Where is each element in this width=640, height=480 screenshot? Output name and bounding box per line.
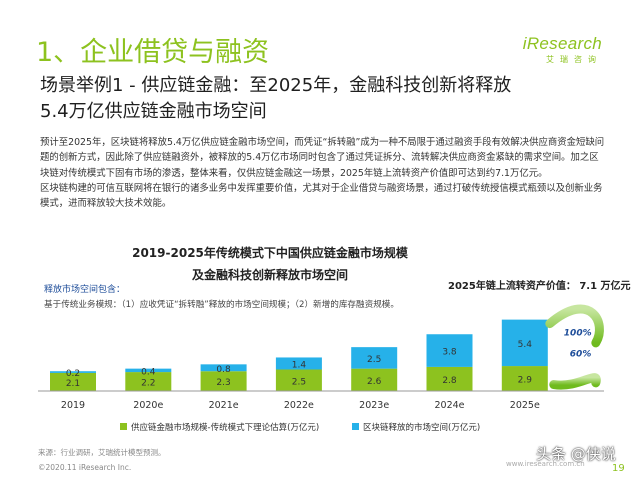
bar-blockchain bbox=[50, 371, 96, 373]
x-tick-label: 2025e bbox=[510, 400, 540, 411]
footer-source: 来源：行业调研，艾瑞统计模型预测。 bbox=[38, 448, 166, 457]
bar-data-label: 2.1 bbox=[66, 379, 80, 389]
growth-arrow-upper bbox=[545, 304, 604, 348]
x-tick-label: 2020e bbox=[133, 400, 163, 411]
bar-data-label: 2.9 bbox=[518, 376, 533, 386]
bar-data-label: 1.4 bbox=[292, 360, 307, 370]
bar-data-label: 2.2 bbox=[141, 379, 155, 389]
bar-data-label: 2.3 bbox=[216, 378, 230, 388]
body-text: 预计至2025年，区块链将释放5.4万亿供应链金融市场空间，而凭证“拆转融”成为… bbox=[40, 137, 605, 210]
logo-subtitle: 艾瑞咨询 bbox=[546, 55, 602, 64]
headline: 场景举例1 - 供应链金融：至2025年，金融科技创新将释放 5.4万亿供应链金… bbox=[40, 73, 610, 125]
bar-data-label: 0.8 bbox=[216, 365, 231, 375]
page-number: 19 bbox=[612, 463, 625, 474]
x-tick-label: 2023e bbox=[359, 400, 389, 411]
annotation-layer: 100% 60% bbox=[545, 304, 604, 390]
bar-traditional bbox=[200, 371, 247, 391]
bar-data-label: 0.2 bbox=[66, 369, 80, 379]
x-tick-label: 2024e bbox=[434, 400, 464, 411]
legend-swatch bbox=[120, 423, 127, 430]
section-title: 1、企业借贷与融资 bbox=[36, 37, 270, 68]
annotation-100pct: 100% bbox=[564, 329, 592, 339]
bars-layer bbox=[50, 319, 548, 391]
bar-blockchain bbox=[501, 319, 548, 367]
bar-data-label: 2.5 bbox=[367, 355, 381, 365]
headline-line-1: 场景举例1 - 供应链金融：至2025年，金融科技创新将释放 bbox=[40, 75, 512, 96]
bar-data-label: 2.8 bbox=[442, 376, 457, 386]
bar-blockchain bbox=[125, 368, 172, 373]
bar-blockchain bbox=[351, 347, 398, 369]
growth-arrow-lower bbox=[549, 373, 601, 390]
onchain-asset-value: 2025年链上流转资产价值： 7.1 万亿元 bbox=[448, 281, 631, 292]
bar-data-label: 0.4 bbox=[141, 367, 156, 377]
watermark: 头条 @侠说 bbox=[536, 445, 616, 463]
annotation-60pct: 60% bbox=[570, 350, 592, 360]
bar-data-label: 2.6 bbox=[367, 377, 382, 387]
bar-data-label: 5.4 bbox=[518, 340, 533, 350]
bar-traditional bbox=[50, 372, 96, 391]
footer-copyright: ©2020.11 iResearch Inc. bbox=[38, 463, 132, 472]
bar-blockchain bbox=[426, 334, 473, 367]
labels-layer: 2.1 2.2 2.3 2.5 2.6 2.8 2.9 0.2 0.4 0.8 1.4 2.5 3.8 5… bbox=[66, 340, 532, 389]
iresearch-logo: iResearch 艾瑞咨询 bbox=[523, 34, 602, 65]
legend-layer: 供应链金融市场规模-传统模式下理论估算(万亿元) 区块链释放的市场空间(万亿元) bbox=[120, 422, 480, 433]
footer-url: www.iresearch.com.cn bbox=[506, 460, 585, 468]
chart-desc-body: 基于传统业务模规：（1）应收凭证“拆转融”释放的市场空间规模；（2）新增的库存融… bbox=[44, 300, 399, 310]
bar-traditional bbox=[351, 368, 398, 391]
bar-traditional bbox=[275, 369, 322, 391]
x-tick-label: 2019 bbox=[61, 400, 85, 411]
chart-desc-title: 释放市场空间包含： bbox=[44, 285, 126, 295]
x-tick-label: 2021e bbox=[209, 400, 239, 411]
axis-layer: 2019 2020e 2021e 2022e 2023e 2024e 2025e bbox=[38, 390, 604, 411]
bar-traditional bbox=[426, 366, 473, 391]
logo-wordmark: iResearch bbox=[522, 34, 602, 53]
bar-data-label: 3.8 bbox=[442, 348, 457, 358]
legend-swatch bbox=[352, 423, 359, 430]
bar-traditional bbox=[501, 366, 548, 391]
chart-title-line-1: 2019-2025年传统模式下中国供应链金融市场规模 bbox=[132, 246, 408, 260]
bar-blockchain bbox=[275, 357, 322, 370]
x-tick-label: 2022e bbox=[284, 400, 314, 411]
legend-label: 区块链释放的市场空间(万亿元) bbox=[363, 422, 480, 433]
bar-data-label: 2.5 bbox=[292, 377, 306, 387]
bar-blockchain bbox=[200, 364, 247, 372]
bar-traditional bbox=[125, 372, 172, 391]
chart-title-line-2: 及金融科技创新释放市场空间 bbox=[191, 268, 348, 282]
headline-line-2: 5.4万亿供应链金融市场空间 bbox=[40, 101, 267, 122]
legend-label: 供应链金融市场规模-传统模式下理论估算(万亿元) bbox=[131, 422, 319, 433]
